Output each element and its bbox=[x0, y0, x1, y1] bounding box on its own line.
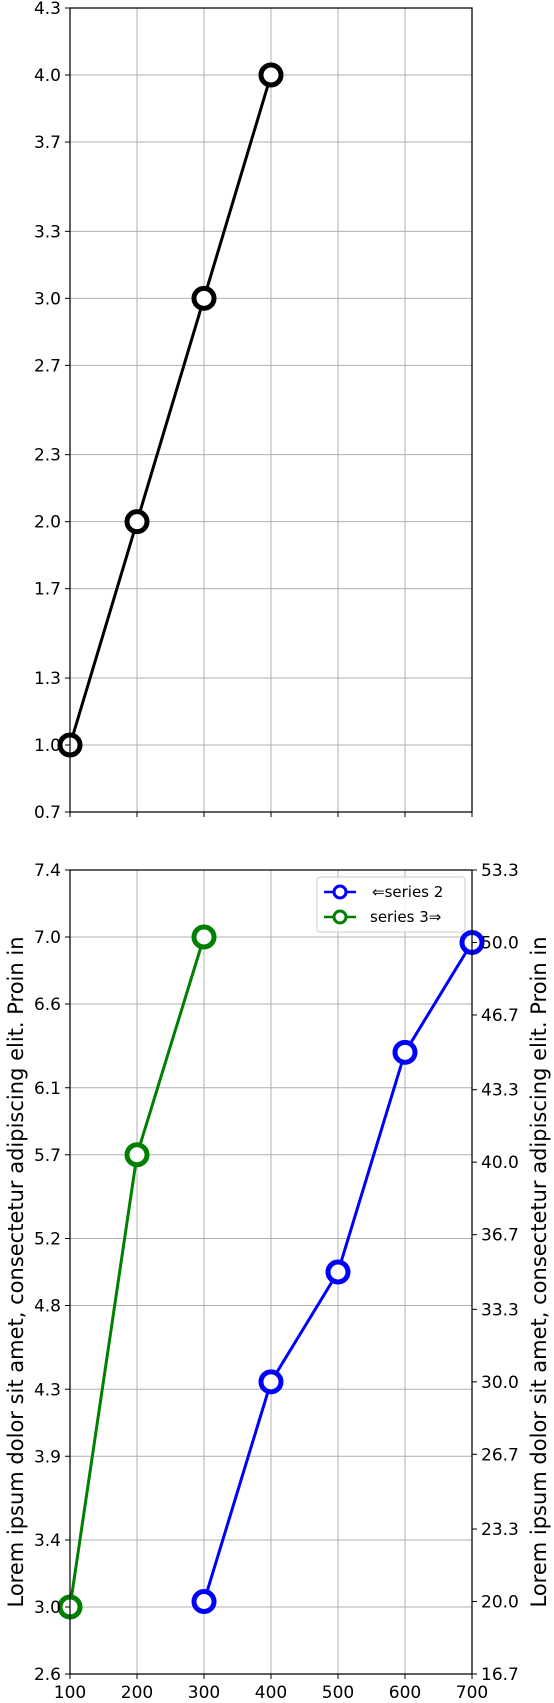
y-tick-label: 4.0 bbox=[34, 66, 61, 86]
legend-marker-series-3 bbox=[332, 909, 348, 925]
y-tick-label: 2.7 bbox=[34, 356, 61, 376]
x-tick-label: 100 bbox=[54, 1683, 86, 1703]
left-axis-title: Lorem ipsum dolor sit amet, consectetur … bbox=[4, 936, 28, 1607]
series-point-1 bbox=[258, 62, 284, 88]
top-y-ticks: 0.7 1.0 1.3 1.7 2.0 2.3 2.7 3.0 3.3 3.7 4.0 4.3 bbox=[34, 0, 70, 823]
series-point-2 bbox=[191, 924, 217, 950]
right-y-tick-label: 26.7 bbox=[481, 1445, 519, 1465]
right-y-tick-label: 50.0 bbox=[481, 933, 519, 953]
x-tick-label: 300 bbox=[188, 1683, 220, 1703]
y-tick-label: 0.7 bbox=[34, 803, 61, 823]
bottom-chart: 2.6 3.0 3.4 3.9 4.3 4.8 5.2 5.7 6.1 6.6 7.0 7.4 16.… bbox=[4, 861, 551, 1703]
x-tick-label: 700 bbox=[456, 1683, 488, 1703]
legend-marker-series-2 bbox=[332, 884, 348, 900]
y-tick-label: 2.6 bbox=[34, 1665, 61, 1685]
series-point-1 bbox=[258, 1369, 284, 1395]
legend: ⇐series 2 series 3⇒ bbox=[316, 876, 466, 933]
bottom-right-y-ticks: 16.7 20.0 23.3 26.7 30.0 33.3 36.7 40.0 43.3 46.7… bbox=[472, 861, 519, 1685]
y-tick-label: 1.3 bbox=[34, 669, 61, 689]
series-point-1 bbox=[191, 1589, 217, 1615]
y-tick-label: 7.0 bbox=[34, 928, 61, 948]
y-tick-label: 6.6 bbox=[34, 995, 61, 1015]
x-tick-label: 600 bbox=[389, 1683, 421, 1703]
series-line-1 bbox=[68, 74, 273, 746]
right-y-tick-label: 46.7 bbox=[481, 1006, 519, 1026]
y-tick-label: 3.9 bbox=[34, 1447, 61, 1467]
y-tick-label: 5.2 bbox=[34, 1230, 61, 1250]
right-y-tick-label: 30.0 bbox=[481, 1373, 519, 1393]
x-tick-label: 500 bbox=[322, 1683, 354, 1703]
right-y-tick-label: 20.0 bbox=[481, 1593, 519, 1613]
right-y-tick-label: 43.3 bbox=[481, 1081, 519, 1101]
right-axis-title: Lorem ipsum dolor sit amet, consectetur … bbox=[527, 936, 551, 1607]
series-point-2 bbox=[124, 1142, 150, 1168]
y-tick-label: 3.7 bbox=[34, 133, 61, 153]
y-tick-label: 2.3 bbox=[34, 446, 61, 466]
series-point-1 bbox=[325, 1259, 351, 1285]
y-tick-label: 2.0 bbox=[34, 513, 61, 533]
y-tick-label: 4.8 bbox=[34, 1297, 61, 1317]
x-tick-label: 200 bbox=[121, 1683, 153, 1703]
bottom-left-y-ticks: 2.6 3.0 3.4 3.9 4.3 4.8 5.2 5.7 6.1 6.6 7.0 7.4 bbox=[34, 861, 70, 1685]
y-tick-label: 4.3 bbox=[34, 1380, 61, 1400]
right-y-tick-label: 16.7 bbox=[481, 1665, 519, 1685]
right-y-tick-label: 40.0 bbox=[481, 1153, 519, 1173]
top-x-ticks bbox=[69, 812, 473, 817]
y-tick-label: 1.0 bbox=[34, 736, 61, 756]
y-tick-label: 3.4 bbox=[34, 1531, 61, 1551]
series-point-1 bbox=[124, 509, 150, 535]
right-y-tick-label: 23.3 bbox=[481, 1520, 519, 1540]
y-tick-label: 3.0 bbox=[34, 1598, 61, 1618]
y-tick-label: 4.3 bbox=[34, 0, 61, 19]
right-y-tick-label: 33.3 bbox=[481, 1300, 519, 1320]
bottom-x-ticks: 100 200 300 400 500 600 700 bbox=[54, 1674, 488, 1703]
y-tick-label: 6.1 bbox=[34, 1079, 61, 1099]
right-y-tick-label: 53.3 bbox=[481, 861, 519, 881]
y-tick-label: 1.7 bbox=[34, 580, 61, 600]
y-tick-label: 3.3 bbox=[34, 222, 61, 242]
right-y-tick-label: 36.7 bbox=[481, 1226, 519, 1246]
series-point-1 bbox=[191, 285, 217, 311]
y-tick-label: 3.0 bbox=[34, 289, 61, 309]
y-tick-label: 5.7 bbox=[34, 1146, 61, 1166]
y-tick-label: 7.4 bbox=[34, 861, 61, 881]
legend-label-series-2: ⇐series 2 bbox=[372, 883, 443, 901]
x-tick-label: 400 bbox=[255, 1683, 287, 1703]
top-chart: 0.7 1.0 1.3 1.7 2.0 2.3 2.7 3.0 3.3 3.7 4.0 4.3 bbox=[34, 0, 473, 823]
series-point-1 bbox=[392, 1039, 418, 1065]
legend-label-series-3: series 3⇒ bbox=[370, 908, 441, 926]
